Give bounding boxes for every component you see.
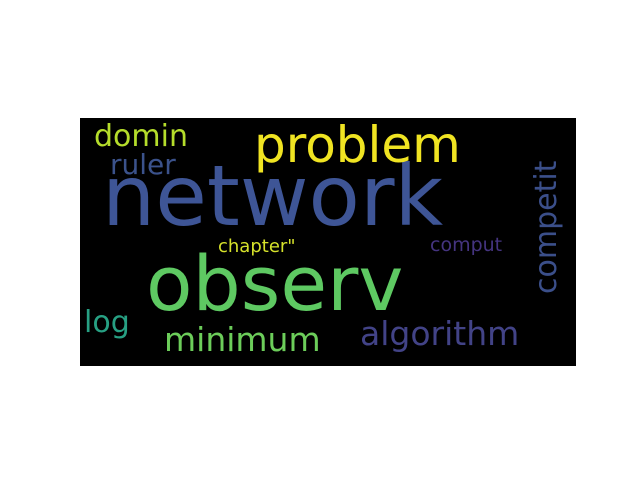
word-log: log	[84, 305, 130, 340]
word-problem: problem	[254, 118, 461, 174]
word-domin: domin	[94, 119, 188, 154]
word-algorithm: algorithm	[360, 314, 520, 353]
word-network: network	[102, 147, 444, 245]
word-competit: competit	[529, 160, 564, 294]
word-comput: comput	[430, 234, 503, 256]
word-chapter: chapter"	[218, 236, 296, 257]
word-cloud: network observ problem domin ruler compe…	[80, 118, 576, 366]
word-observ: observ	[146, 239, 404, 328]
word-minimum: minimum	[164, 320, 321, 359]
word-ruler: ruler	[110, 148, 176, 181]
